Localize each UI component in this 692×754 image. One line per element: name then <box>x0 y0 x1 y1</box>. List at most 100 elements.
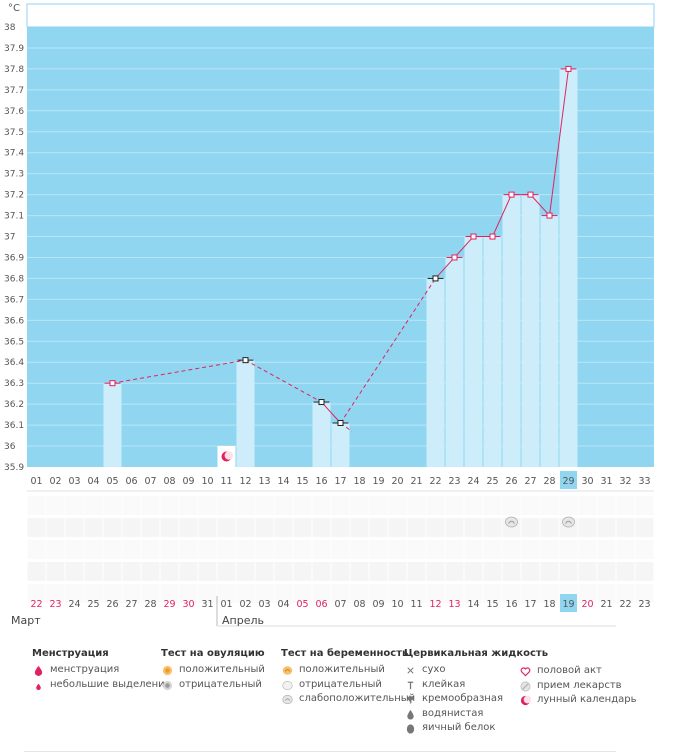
y-tick-label: 37.1 <box>4 212 24 222</box>
observation-cell <box>331 496 350 515</box>
legend-item: положительный <box>281 663 415 678</box>
observation-cell <box>27 518 46 537</box>
cycle-day-label: 29 <box>562 476 574 487</box>
observation-cell <box>217 518 236 537</box>
observation-cell <box>255 562 274 581</box>
observation-cell <box>445 584 464 603</box>
observation-cell <box>27 562 46 581</box>
calendar-date-label: 18 <box>543 599 555 610</box>
observation-cell <box>540 584 559 603</box>
temperature-point <box>451 254 458 261</box>
observation-cell <box>103 540 122 559</box>
heart-icon <box>520 667 531 677</box>
cycle-day-label: 26 <box>505 476 517 487</box>
temperature-point <box>546 212 553 219</box>
observation-cell <box>198 518 217 537</box>
legend-item: сухо <box>404 663 548 678</box>
legend-title: Тест на овуляцию <box>161 648 265 659</box>
observation-cell <box>388 562 407 581</box>
observation-cell <box>274 584 293 603</box>
legend-item: положительный <box>161 663 265 678</box>
observation-cell <box>255 518 274 537</box>
observation-cell <box>426 518 445 537</box>
temperature-point <box>565 65 572 72</box>
observation-cell <box>160 518 179 537</box>
pregnancy-test-icon-mark <box>508 520 515 524</box>
calendar-date-label: 26 <box>106 599 118 610</box>
cycle-day-label: 20 <box>391 476 403 487</box>
observation-cell <box>388 518 407 537</box>
legend-item: яичный белок <box>404 721 548 736</box>
calendar-date-label: 06 <box>315 599 327 610</box>
observation-cell <box>578 518 597 537</box>
temperature-line-segment <box>549 68 569 216</box>
temperature-point <box>489 233 496 240</box>
temperature-bar <box>502 194 521 467</box>
cycle-day-label: 08 <box>163 476 175 487</box>
observation-cell <box>426 562 445 581</box>
pill-icon <box>520 681 531 691</box>
observation-cell <box>350 540 369 559</box>
observation-cell <box>445 562 464 581</box>
temperature-line-segment <box>435 257 455 279</box>
y-unit-label: °C <box>8 3 20 14</box>
observation-cell <box>559 496 578 515</box>
observation-cell <box>616 518 635 537</box>
observation-cell <box>141 562 160 581</box>
observation-cell <box>198 496 217 515</box>
calendar-date-label: 03 <box>258 599 270 610</box>
observation-cell <box>540 540 559 559</box>
legend-item: слабоположительный <box>281 692 415 707</box>
temperature-point <box>242 357 249 364</box>
observation-cell <box>122 562 141 581</box>
observation-cell <box>103 562 122 581</box>
y-tick-label: 36.8 <box>4 274 24 284</box>
observation-cell <box>521 562 540 581</box>
current-day-highlight <box>560 471 577 489</box>
moon-icon-cutout <box>224 451 233 460</box>
observation-cell <box>464 496 483 515</box>
temperature-line-segment <box>454 236 474 258</box>
temperature-line-segment <box>112 359 246 384</box>
observation-cell <box>502 562 521 581</box>
observation-cell <box>198 562 217 581</box>
calendar-date-label: 23 <box>49 599 61 610</box>
calendar-date-label: 28 <box>144 599 156 610</box>
observation-cell <box>141 584 160 603</box>
observation-cell <box>388 540 407 559</box>
observation-cell <box>236 562 255 581</box>
observation-cell <box>160 496 179 515</box>
observation-cell <box>483 518 502 537</box>
cycle-day-label: 18 <box>353 476 365 487</box>
observation-cell <box>407 584 426 603</box>
observation-cell <box>217 584 236 603</box>
observation-cell <box>635 496 654 515</box>
calendar-date-label: 10 <box>391 599 403 610</box>
observation-cell <box>274 496 293 515</box>
observation-cell <box>635 518 654 537</box>
calendar-date-label: 23 <box>638 599 650 610</box>
observation-cell <box>445 540 464 559</box>
observation-cell <box>46 518 65 537</box>
legend-other: половой акт прием лекарств лунный календ… <box>519 648 637 708</box>
observation-cell <box>27 496 46 515</box>
y-tick-label: 37 <box>4 233 15 243</box>
observation-cell <box>27 584 46 603</box>
calendar-date-label: 01 <box>220 599 232 610</box>
cycle-day-label: 05 <box>106 476 118 487</box>
observation-cell <box>293 496 312 515</box>
observation-cell <box>84 518 103 537</box>
observation-cell <box>293 584 312 603</box>
observation-cell <box>312 540 331 559</box>
observation-cell <box>160 540 179 559</box>
calendar-date-label: 11 <box>410 599 422 610</box>
observation-cell <box>578 562 597 581</box>
observation-cell <box>46 496 65 515</box>
calendar-date-label: 30 <box>182 599 194 610</box>
temperature-point <box>337 420 344 426</box>
observation-cell <box>46 584 65 603</box>
sticky-icon <box>407 681 414 689</box>
temperature-bar <box>559 68 578 468</box>
observation-cell <box>369 540 388 559</box>
temperature-bar <box>426 278 445 467</box>
